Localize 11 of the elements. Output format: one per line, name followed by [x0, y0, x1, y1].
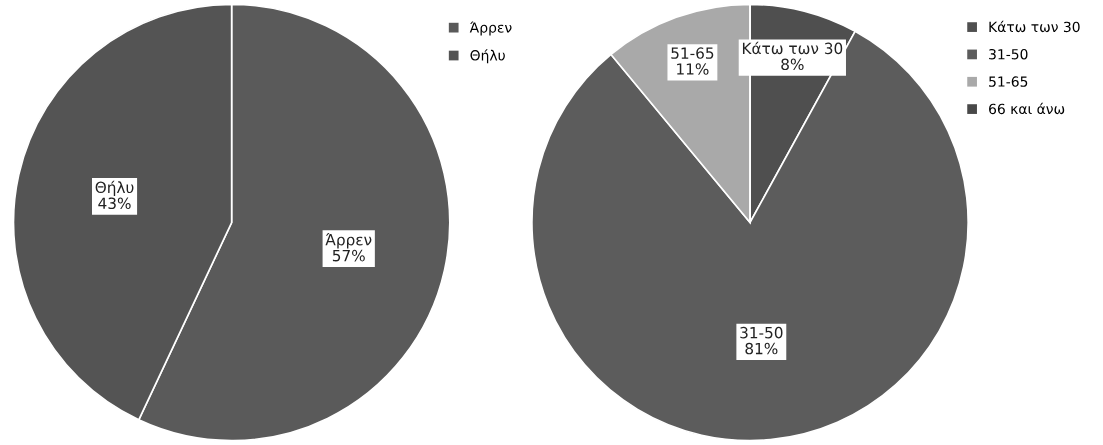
- data-label: Κάτω των 30 8%: [742, 41, 843, 71]
- legend-label: 31-50: [989, 48, 1028, 60]
- legend-label: Θήλυ: [470, 49, 505, 64]
- legend-label: 66 και άνω: [989, 102, 1065, 115]
- data-label: Θήλυ 43%: [95, 180, 134, 210]
- legend-label: Κάτω των 30: [989, 20, 1080, 33]
- legend-label: 51-65: [989, 76, 1028, 87]
- data-label: Άρρεν 57%: [325, 233, 372, 262]
- data-label: 31-50 81%: [740, 326, 783, 355]
- legend-label: Άρρεν: [469, 21, 512, 36]
- data-label: 51-65 11%: [671, 47, 714, 75]
